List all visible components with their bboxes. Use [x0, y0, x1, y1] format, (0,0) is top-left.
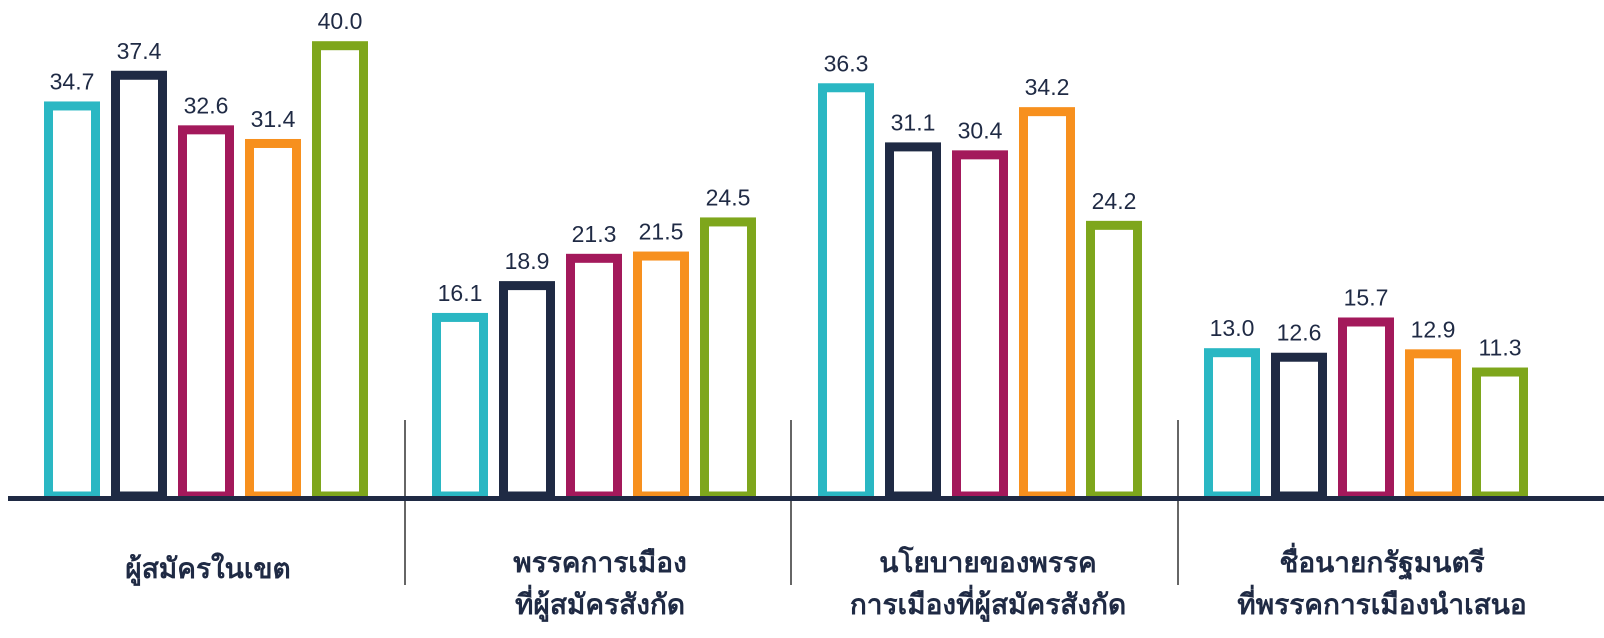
bar — [700, 217, 756, 501]
bar — [633, 251, 689, 501]
bar — [1086, 220, 1142, 501]
value-label: 36.3 — [824, 50, 869, 76]
value-label: 31.4 — [251, 106, 296, 132]
bar — [111, 70, 167, 501]
bar — [1019, 107, 1075, 501]
value-label: 40.0 — [318, 8, 363, 34]
bar — [432, 312, 488, 501]
value-label: 11.3 — [1478, 335, 1521, 361]
value-label: 24.5 — [706, 184, 751, 210]
bar — [952, 150, 1008, 501]
bar — [499, 281, 555, 501]
value-label: 30.4 — [958, 117, 1003, 143]
category-label: ผู้สมัครในเขต — [125, 552, 290, 586]
value-label: 34.2 — [1025, 74, 1070, 100]
bar — [566, 253, 622, 501]
bar — [44, 101, 100, 501]
category-label: พรรคการเมืองที่ผู้สมัครสังกัด — [513, 546, 687, 622]
bar — [1405, 349, 1461, 501]
category-label: ชื่อนายกรัฐมนตรีที่พรรคการเมืองนำเสนอ — [1237, 542, 1526, 621]
value-label: 34.7 — [50, 68, 95, 94]
x-axis-line — [8, 496, 1604, 501]
value-label: 21.3 — [572, 221, 617, 247]
bar — [1472, 367, 1528, 501]
value-label: 31.1 — [891, 109, 936, 135]
value-label: 12.6 — [1277, 320, 1322, 346]
value-label: 13.0 — [1210, 315, 1255, 341]
bar — [885, 142, 941, 501]
value-label: 21.5 — [639, 219, 684, 245]
bar — [1204, 348, 1260, 501]
value-label: 37.4 — [117, 38, 162, 64]
bar — [818, 83, 874, 501]
value-label: 18.9 — [505, 248, 550, 274]
value-label: 24.2 — [1092, 188, 1137, 214]
value-label: 15.7 — [1344, 284, 1389, 310]
value-label: 32.6 — [184, 92, 229, 118]
value-label: 12.9 — [1411, 316, 1456, 342]
bar — [1271, 352, 1327, 501]
value-label: 16.1 — [438, 280, 483, 306]
bar — [1338, 317, 1394, 501]
bar — [312, 41, 368, 501]
category-label: นโยบายของพรรคการเมืองที่ผู้สมัครสังกัด — [850, 545, 1126, 622]
bar — [178, 125, 234, 501]
bar — [245, 138, 301, 501]
